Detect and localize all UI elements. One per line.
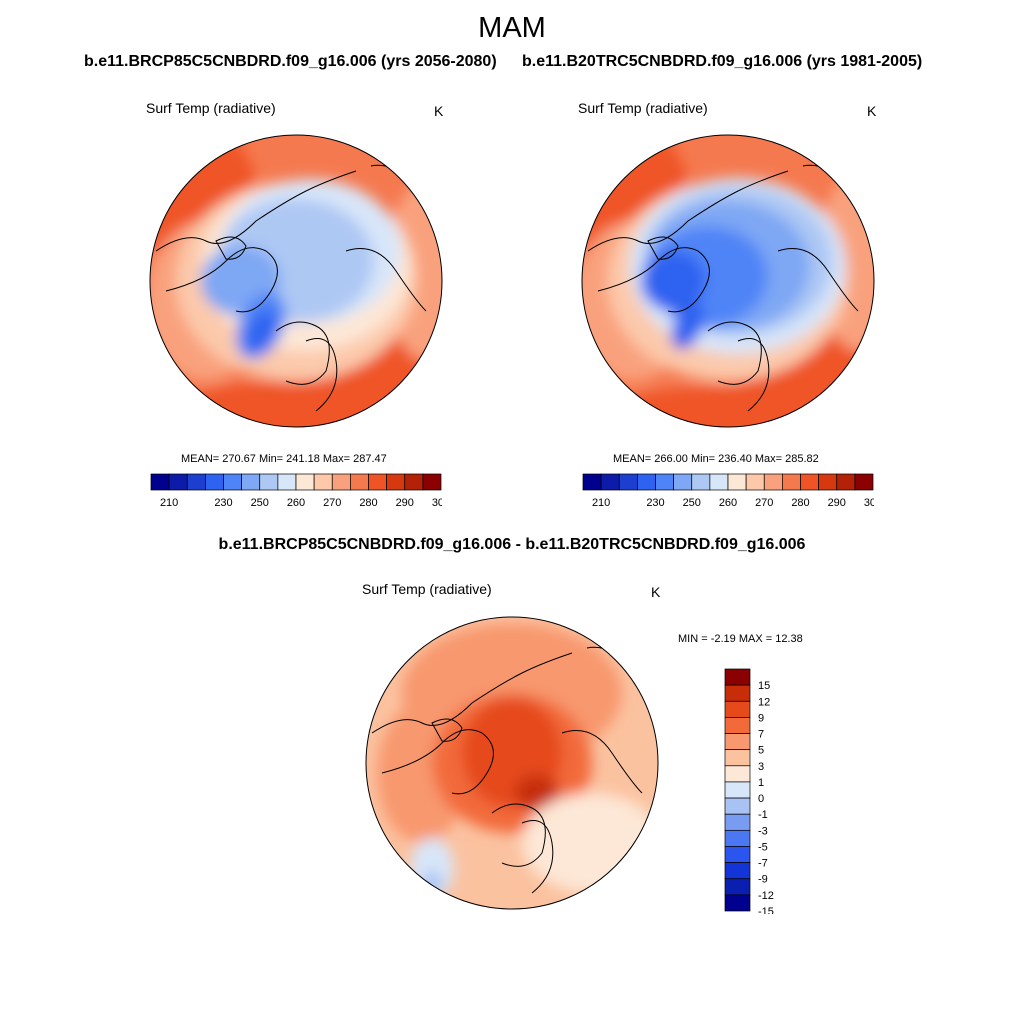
colorbar-left-tick-label: 280 [359,497,377,509]
colorbar-diff-tick-label: 0 [758,793,764,805]
colorbar-left-cell [277,473,297,491]
panel-left-stats: MEAN= 270.67 Min= 241.18 Max= 287.47 [181,453,387,465]
colorbar-right-tick-label: 300 [864,497,874,509]
colorbar-diff-cell [724,797,751,815]
colorbar-right-tick-label: 230 [646,497,664,509]
colorbar-diff-cell [724,846,751,863]
colorbar-right: 210 230 250 260 270 280 290 300 [582,473,874,509]
colorbar-left-cell [368,473,387,491]
colorbar-diff-cell [724,765,751,783]
colorbar-diff-cell [724,894,751,912]
colorbar-right-cell [763,473,783,491]
colorbar-left-cell [386,473,406,491]
polar-map-left [149,134,443,428]
colorbar-right-cell [745,473,765,491]
colorbar-diff-tick-label: 12 [758,696,770,708]
colorbar-right-cell [782,473,801,491]
diff-panel-variable: Surf Temp (radiative) [362,581,492,597]
colorbar-right-tick-label: 280 [791,497,809,509]
colorbar-diff-tick-label: -9 [758,874,768,886]
panel-right-title: b.e11.B20TRC5CNBDRD.f09_g16.006 (yrs 198… [522,53,923,70]
colorbar-right-cell [600,473,620,491]
colorbar-right-cell [836,473,856,491]
diff-panel-stats: MIN = -2.19 MAX = 12.38 [678,633,803,645]
colorbar-left-cell [205,473,224,491]
colorbar-left-tick-label: 260 [287,497,305,509]
diff-panel-title: b.e11.BRCP85C5CNBDRD.f09_g16.006 - b.e11… [218,536,806,553]
panel-right-stats: MEAN= 266.00 Min= 236.40 Max= 285.82 [613,453,819,465]
colorbar-diff-cell [724,668,751,686]
colorbar-left: 210 230 250 260 270 280 290 300 [150,473,442,509]
colorbar-diff-cell [724,829,751,847]
colorbar-left-tick-label: 270 [323,497,341,509]
colorbar-diff-tick-label: -15 [758,906,774,914]
colorbar-right-cell [673,473,693,491]
colorbar-left-cell [350,473,369,491]
panel-left-units: K [434,103,444,119]
panel-right-variable: Surf Temp (radiative) [578,100,708,116]
colorbar-right-cell [618,473,638,491]
colorbar-left-tick-label: 210 [160,497,178,509]
colorbar-right-tick-label: 250 [683,497,701,509]
panel-right-units: K [867,103,877,119]
colorbar-diff-tick-label: 3 [758,761,764,773]
colorbar-diff-cell [724,781,751,799]
colorbar-diff-tick-label: 1 [758,777,764,789]
colorbar-left-cell [331,473,351,491]
colorbar-right-cell [655,473,674,491]
polar-map-diff [365,616,659,910]
colorbar-diff-cell [724,862,751,880]
colorbar-diff-cell [724,717,751,734]
colorbar-right-cell [709,473,729,491]
colorbar-right-cell [727,473,747,491]
colorbar-left-tick-label: 230 [214,497,232,509]
colorbar-left-cell [404,473,424,491]
colorbar-right-cell [800,473,819,491]
colorbar-diff-cell [724,878,751,896]
colorbar-diff-cell [724,684,751,702]
colorbar-diff-tick-label: -7 [758,858,768,870]
colorbar-left-cell [223,473,242,491]
colorbar-diff-tick-label: -12 [758,890,774,902]
diff-panel-units: K [651,584,661,600]
colorbar-right-tick-label: 260 [719,497,737,509]
colorbar-diff-cell [724,813,751,831]
colorbar-diff-tick-label: -3 [758,825,768,837]
colorbar-diff-cell [724,733,751,751]
colorbar-diff-tick-label: 9 [758,712,764,724]
colorbar-diff-tick-label: -1 [758,809,768,821]
colorbar-left-cell [422,473,442,491]
colorbar-diff-tick-label: 15 [758,680,770,692]
colorbar-right-cell [582,473,602,491]
colorbar-diff-tick-label: 5 [758,745,764,757]
colorbar-diff-cell [724,749,751,767]
colorbar-right-cell [637,473,656,491]
colorbar-left-cell [295,473,315,491]
colorbar-right-tick-label: 290 [828,497,846,509]
colorbar-diff-cell [724,700,751,718]
colorbar-diff: 15 12 9 7 5 3 1 0 -1 -3 -5 -7 -9 -12 -15 [724,668,774,914]
colorbar-left-cell [259,473,279,491]
colorbar-left-cell [168,473,188,491]
panel-left-variable: Surf Temp (radiative) [146,100,276,116]
colorbar-right-tick-label: 270 [755,497,773,509]
colorbar-left-tick-label: 300 [432,497,442,509]
colorbar-diff-tick-label: -5 [758,841,768,853]
colorbar-right-cell [818,473,838,491]
colorbar-diff-tick-label: 7 [758,729,764,741]
colorbar-left-tick-label: 250 [251,497,269,509]
panel-left-title: b.e11.BRCP85C5CNBDRD.f09_g16.006 (yrs 20… [84,53,497,70]
colorbar-left-cell [241,473,261,491]
colorbar-left-tick-label: 290 [396,497,414,509]
colorbar-left-cell [186,473,206,491]
colorbar-left-cell [150,473,170,491]
polar-map-right [581,134,875,428]
colorbar-left-cell [313,473,333,491]
colorbar-right-tick-label: 210 [592,497,610,509]
figure-title: MAM [478,12,546,44]
colorbar-right-cell [691,473,711,491]
colorbar-right-cell [854,473,874,491]
